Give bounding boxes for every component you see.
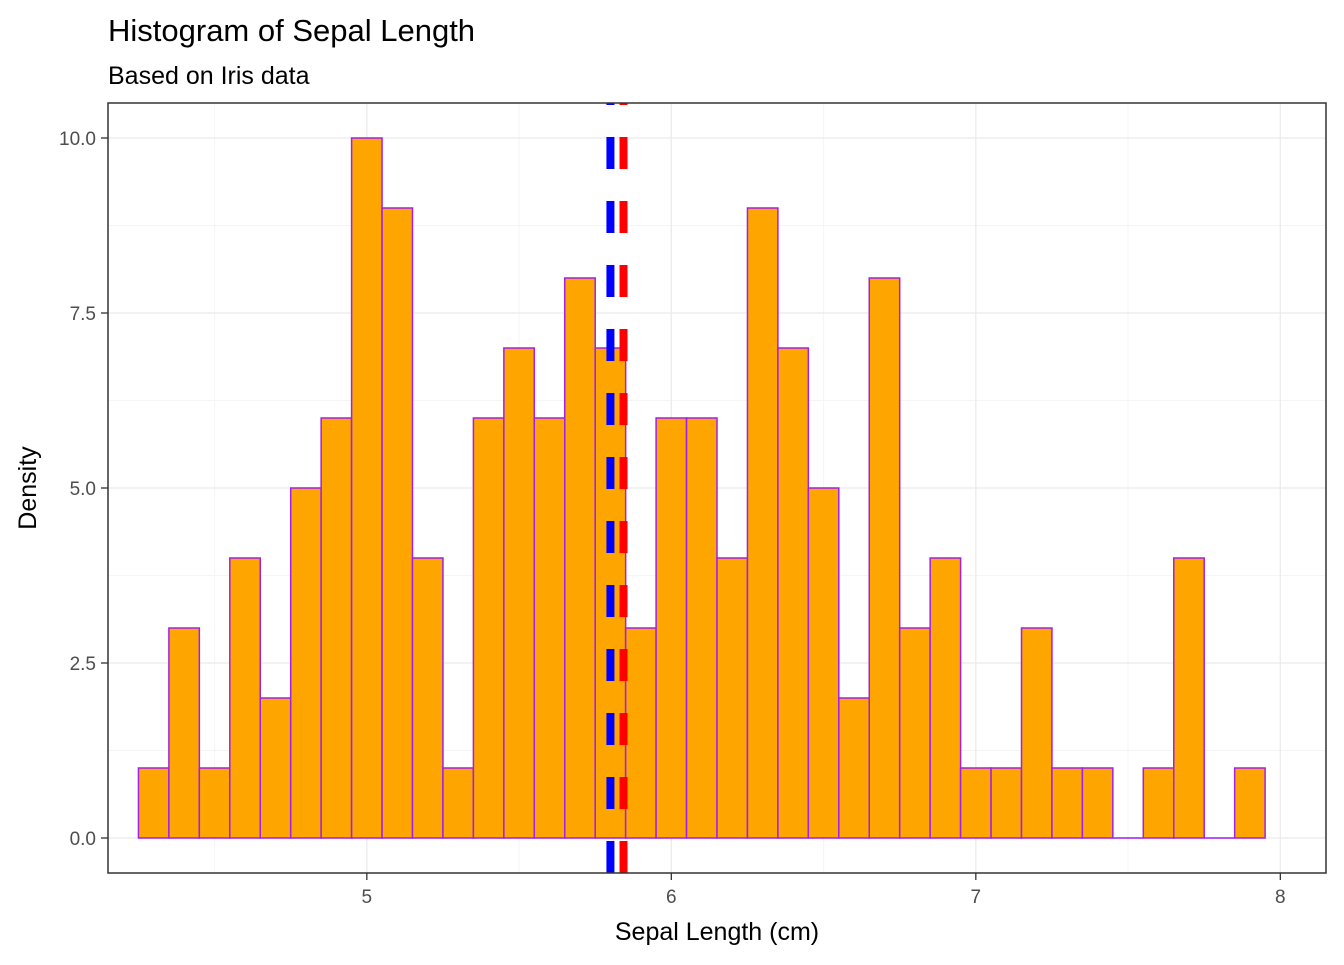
histogram-bar (229, 557, 262, 839)
chart-title: Histogram of Sepal Length (108, 13, 475, 48)
histogram-bar (503, 347, 536, 839)
histogram-bar (777, 347, 810, 839)
histogram-bar (624, 627, 657, 839)
x-tick-label: 6 (666, 887, 677, 908)
x-tick-label: 8 (1275, 887, 1286, 908)
histogram-bar (1233, 767, 1266, 839)
y-tick-label: 0.0 (70, 829, 96, 850)
histogram-bar (1020, 627, 1053, 839)
x-tick-label: 5 (362, 887, 373, 908)
histogram-bar (929, 557, 962, 839)
histogram-bar (959, 767, 992, 839)
x-axis-title: Sepal Length (cm) (615, 918, 819, 946)
reference-lines (606, 103, 628, 873)
histogram-bar (1051, 767, 1084, 839)
histogram-bar (289, 487, 322, 839)
histogram-bar (198, 767, 231, 839)
histogram-bar (1081, 767, 1114, 839)
y-tick-label: 10.0 (59, 129, 96, 150)
histogram-bar (137, 767, 170, 839)
y-axis-title: Density (14, 446, 42, 530)
histogram-bar (746, 207, 779, 839)
histogram-bar (564, 277, 596, 839)
histogram-bar (868, 277, 901, 839)
histogram-bar (381, 207, 414, 839)
y-tick-label: 5.0 (70, 479, 96, 500)
histogram-bar (350, 137, 383, 839)
histogram-bar (807, 487, 840, 839)
y-tick-label: 7.5 (70, 304, 96, 325)
histogram-bar (442, 767, 475, 839)
axis-ticks: 5 6 7 8 0.0 2.5 5.0 7.5 10.0 (59, 129, 1286, 908)
chart-subtitle: Based on Iris data (108, 62, 310, 90)
histogram-bar (411, 557, 444, 839)
histogram-bar (320, 417, 353, 839)
histogram-bar (990, 767, 1023, 839)
histogram-bar (1173, 557, 1205, 839)
x-tick-label: 7 (971, 887, 982, 908)
histogram-bar (259, 697, 292, 839)
histogram-bar (716, 557, 749, 839)
histogram-bar (898, 627, 931, 839)
histogram-bar (168, 627, 201, 839)
histogram-bar (533, 417, 566, 839)
histogram-bar (472, 417, 505, 839)
histogram-bar (1142, 767, 1175, 839)
histogram-bar (838, 697, 870, 839)
histogram-bar (655, 417, 688, 839)
histogram-bar (685, 417, 718, 839)
y-tick-label: 2.5 (70, 654, 96, 675)
